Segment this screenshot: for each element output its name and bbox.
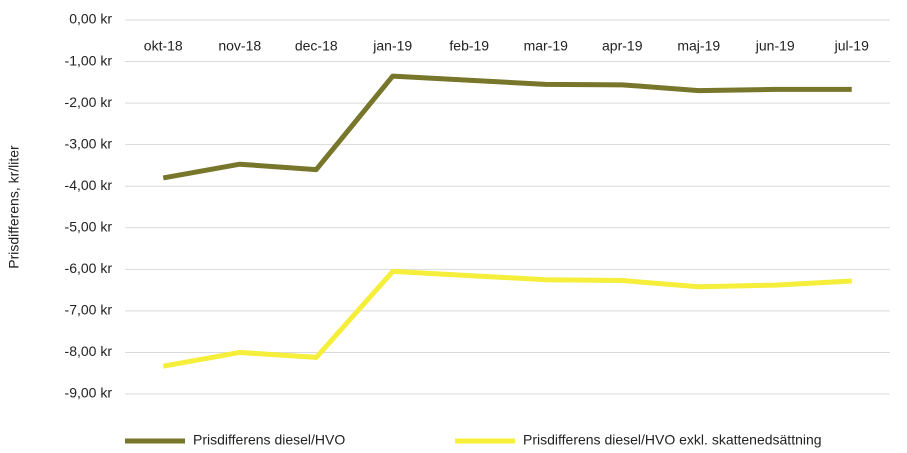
x-tick-label: apr-19	[602, 38, 643, 54]
y-tick-label: -8,00 kr	[65, 343, 113, 359]
y-tick-label: -5,00 kr	[65, 218, 113, 234]
x-tick-label: jan-19	[372, 38, 412, 54]
x-tick-label: feb-19	[449, 38, 489, 54]
y-axis-label: Prisdifferens, kr/liter	[6, 145, 22, 269]
y-tick-label: -7,00 kr	[65, 302, 113, 318]
y-tick-label: -6,00 kr	[65, 260, 113, 276]
x-tick-label: mar-19	[524, 38, 569, 54]
series-line	[162, 268, 852, 369]
x-tick-label: jul-19	[834, 38, 869, 54]
y-tick-label: -1,00 kr	[65, 52, 113, 68]
y-tick-label: 0,00 kr	[69, 11, 112, 27]
x-tick-label: jun-19	[755, 38, 795, 54]
y-tick-label: -3,00 kr	[65, 135, 113, 151]
y-tick-label: -9,00 kr	[65, 385, 113, 401]
x-tick-label: dec-18	[295, 38, 338, 54]
x-tick-label: nov-18	[218, 38, 261, 54]
y-tick-label: -4,00 kr	[65, 177, 113, 193]
legend-label: Prisdifferens diesel/HVO exkl. skattened…	[523, 432, 822, 448]
legend-label: Prisdifferens diesel/HVO	[193, 432, 345, 448]
x-tick-label: okt-18	[144, 38, 183, 54]
series-line	[162, 73, 852, 181]
x-tick-label: maj-19	[677, 38, 720, 54]
y-tick-label: -2,00 kr	[65, 94, 113, 110]
